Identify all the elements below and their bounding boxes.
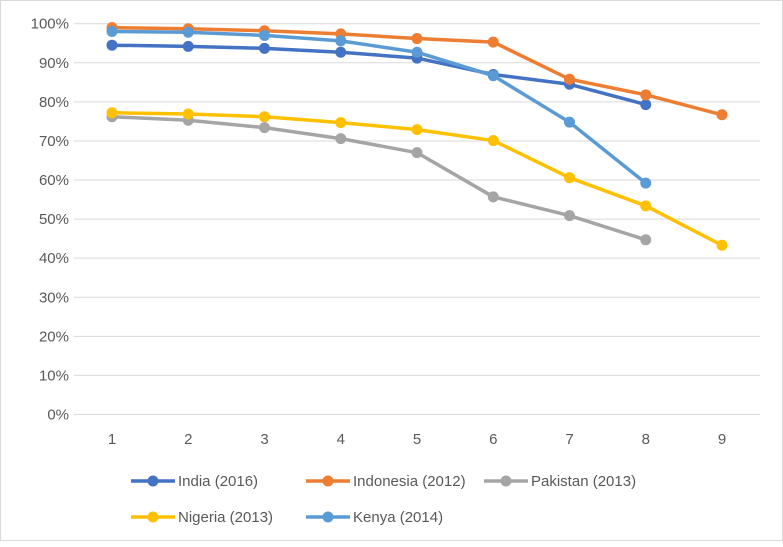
series-kenya-2014 (106, 26, 652, 189)
data-point (716, 109, 728, 121)
data-point (259, 29, 270, 41)
legend-item: Kenya (2014) (306, 509, 443, 526)
data-point (335, 133, 347, 145)
x-tick-label: 9 (718, 431, 726, 448)
data-point (259, 122, 270, 134)
y-tick-label: 60% (39, 172, 69, 189)
x-tick-label: 7 (565, 431, 573, 448)
y-tick-label: 80% (39, 94, 69, 111)
data-point (411, 124, 423, 136)
data-point (716, 239, 728, 251)
data-point (411, 46, 423, 58)
series-indonesia-2012 (106, 22, 728, 121)
series-line (111, 43, 647, 107)
data-point (487, 70, 499, 82)
x-tick-label: 4 (337, 431, 345, 448)
legend-marker (322, 511, 334, 523)
x-tick-label: 2 (184, 431, 192, 448)
y-tick-label: 100% (31, 16, 69, 33)
x-tick-label: 3 (260, 431, 268, 448)
legend-label: India (2016) (178, 473, 258, 490)
data-point (335, 46, 347, 58)
data-point (640, 200, 652, 212)
series-nigeria-2013 (106, 107, 728, 251)
data-point (106, 39, 118, 51)
legend-marker (147, 511, 159, 523)
y-tick-label: 0% (47, 407, 69, 424)
legend-label: Nigeria (2013) (178, 509, 273, 526)
data-point (411, 147, 423, 159)
y-tick-label: 20% (39, 328, 69, 345)
data-point (182, 108, 194, 120)
y-tick-label: 30% (39, 289, 69, 306)
data-point (335, 117, 347, 129)
legend-item: Indonesia (2012) (306, 473, 466, 490)
legend-marker (322, 475, 334, 487)
x-tick-label: 8 (642, 431, 650, 448)
legend-marker (500, 475, 512, 487)
data-point (564, 172, 575, 184)
data-point (564, 73, 575, 85)
legend-item: Nigeria (2013) (131, 509, 273, 526)
data-point (487, 135, 499, 147)
y-tick-label: 10% (39, 367, 69, 384)
x-tick-label: 5 (413, 431, 421, 448)
legend-label: Kenya (2014) (353, 509, 443, 526)
x-tick-label: 1 (108, 431, 116, 448)
legend-label: Indonesia (2012) (353, 473, 466, 490)
data-point (411, 33, 423, 45)
data-point (335, 35, 347, 47)
y-tick-label: 50% (39, 211, 69, 228)
data-point (640, 234, 652, 246)
data-point (259, 42, 270, 54)
series-pakistan-2013 (106, 111, 652, 246)
x-tick-label: 6 (489, 431, 497, 448)
y-tick-label: 70% (39, 133, 69, 150)
series-line (111, 29, 647, 185)
legend-item: Pakistan (2013) (484, 473, 636, 490)
data-point (640, 177, 652, 189)
legend-item: India (2016) (131, 473, 258, 490)
legend-label: Pakistan (2013) (531, 473, 636, 490)
data-point (106, 26, 118, 38)
data-point (182, 40, 194, 52)
y-tick-label: 90% (39, 55, 69, 72)
data-point (259, 111, 270, 123)
data-point (640, 89, 652, 101)
data-point (487, 191, 499, 203)
series-line (111, 114, 647, 242)
data-point (564, 210, 575, 222)
data-point (106, 107, 118, 119)
y-tick-label: 40% (39, 250, 69, 267)
legend-marker (147, 475, 159, 487)
data-point (182, 26, 194, 38)
data-point (640, 99, 652, 111)
data-point (487, 36, 499, 48)
data-point (564, 116, 575, 128)
